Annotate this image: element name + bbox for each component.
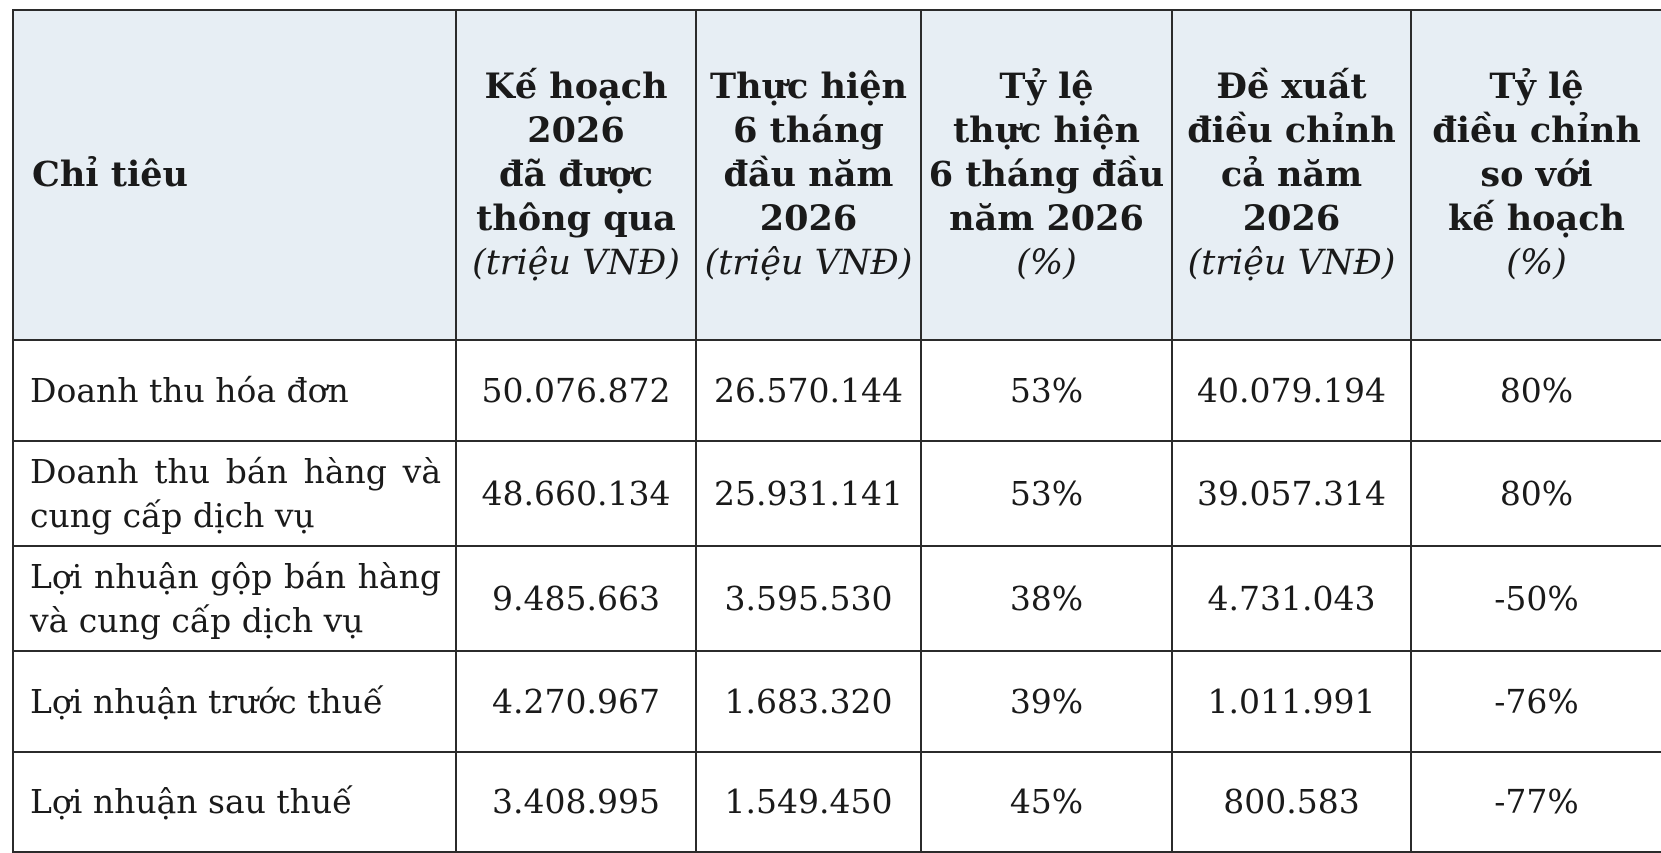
cell-adj-rate: -50% — [1410, 545, 1661, 652]
table-row: Lợi nhuận sau thuế 3.408.995 1.549.450 4… — [12, 751, 1661, 853]
cell-actual-6m: 1.683.320 — [695, 650, 922, 753]
header-proposed-adjustment: Đề xuất điều chỉnh cả năm 2026 (triệu VN… — [1171, 9, 1412, 341]
header-line: Tỷ lệ — [1489, 66, 1584, 107]
header-plan-2026: Kế hoạch 2026 đã được thông qua (triệu V… — [455, 9, 697, 341]
header-line: điều chỉnh — [1187, 110, 1396, 151]
cell-adj-rate: -77% — [1410, 751, 1661, 853]
cell-plan: 3.408.995 — [455, 751, 697, 853]
table-row: Doanh thu hóa đơn 50.076.872 26.570.144 … — [12, 339, 1661, 442]
header-line: Chỉ tiêu — [32, 154, 188, 195]
header-unit: (triệu VNĐ) — [472, 243, 680, 283]
header-line: đầu năm — [723, 154, 894, 195]
header-unit: (%) — [1506, 243, 1567, 283]
header-line: so với — [1480, 154, 1593, 195]
header-actual-6-months: Thực hiện 6 tháng đầu năm 2026 (triệu VN… — [695, 9, 922, 341]
cell-rate-6m: 53% — [920, 440, 1173, 547]
cell-proposed: 4.731.043 — [1171, 545, 1412, 652]
header-line: thông qua — [476, 198, 676, 239]
cell-proposed: 40.079.194 — [1171, 339, 1412, 442]
header-line: cả năm 2026 — [1220, 154, 1363, 239]
cell-proposed: 39.057.314 — [1171, 440, 1412, 547]
cell-actual-6m: 1.549.450 — [695, 751, 922, 853]
header-line: 2026 — [527, 110, 625, 151]
table-header: Chỉ tiêu Kế hoạch 2026 đã được thông qua… — [12, 9, 1661, 341]
header-rate-6-months: Tỷ lệ thực hiện 6 tháng đầu năm 2026 (%) — [920, 9, 1173, 341]
header-row: Chỉ tiêu Kế hoạch 2026 đã được thông qua… — [12, 9, 1661, 341]
cell-rate-6m: 53% — [920, 339, 1173, 442]
header-line: Đề xuất — [1216, 66, 1367, 107]
cell-adj-rate: -76% — [1410, 650, 1661, 753]
header-line: 6 tháng — [733, 110, 884, 151]
cell-adj-rate: 80% — [1410, 440, 1661, 547]
header-line: Thực hiện — [710, 66, 907, 107]
header-line: 6 tháng đầu — [928, 154, 1165, 195]
header-line: Kế hoạch — [484, 66, 668, 107]
header-line: năm 2026 — [949, 198, 1144, 239]
cell-proposed: 800.583 — [1171, 751, 1412, 853]
header-line: kế hoạch — [1448, 198, 1625, 239]
row-label: Lợi nhuận trước thuế — [12, 650, 457, 753]
cell-rate-6m: 39% — [920, 650, 1173, 753]
header-line: điều chỉnh — [1432, 110, 1641, 151]
header-adjustment-rate: Tỷ lệ điều chỉnh so với kế hoạch (%) — [1410, 9, 1661, 341]
row-label: Doanh thu hóa đơn — [12, 339, 457, 442]
header-indicator: Chỉ tiêu — [12, 9, 457, 341]
cell-adj-rate: 80% — [1410, 339, 1661, 442]
table-row: Lợi nhuận gộp bán hàng và cung cấp dịch … — [12, 545, 1661, 652]
row-label: Lợi nhuận sau thuế — [12, 751, 457, 853]
header-line: 2026 — [759, 198, 858, 239]
table-row: Lợi nhuận trước thuế 4.270.967 1.683.320… — [12, 650, 1661, 753]
cell-actual-6m: 25.931.141 — [695, 440, 922, 547]
table-row: Doanh thu bán hàng và cung cấp dịch vụ 4… — [12, 440, 1661, 547]
cell-rate-6m: 38% — [920, 545, 1173, 652]
row-label: Doanh thu bán hàng và cung cấp dịch vụ — [12, 440, 457, 547]
cell-actual-6m: 3.595.530 — [695, 545, 922, 652]
header-line: thực hiện — [952, 110, 1140, 151]
header-unit: (%) — [1016, 243, 1077, 283]
financial-plan-table: Chỉ tiêu Kế hoạch 2026 đã được thông qua… — [12, 9, 1661, 853]
cell-plan: 4.270.967 — [455, 650, 697, 753]
cell-proposed: 1.011.991 — [1171, 650, 1412, 753]
row-label: Lợi nhuận gộp bán hàng và cung cấp dịch … — [12, 545, 457, 652]
cell-plan: 48.660.134 — [455, 440, 697, 547]
header-line: đã được — [499, 154, 653, 195]
cell-actual-6m: 26.570.144 — [695, 339, 922, 442]
cell-plan: 50.076.872 — [455, 339, 697, 442]
header-unit: (triệu VNĐ) — [1187, 243, 1396, 283]
table-body: Doanh thu hóa đơn 50.076.872 26.570.144 … — [12, 339, 1661, 853]
cell-rate-6m: 45% — [920, 751, 1173, 853]
header-unit: (triệu VNĐ) — [704, 243, 913, 283]
header-line: Tỷ lệ — [999, 66, 1094, 107]
cell-plan: 9.485.663 — [455, 545, 697, 652]
